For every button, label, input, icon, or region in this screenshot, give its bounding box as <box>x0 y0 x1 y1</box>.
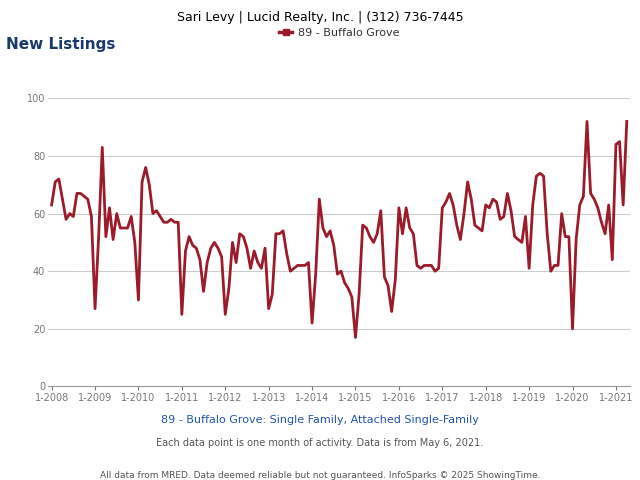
Text: All data from MRED. Data deemed reliable but not guaranteed. InfoSparks © 2025 S: All data from MRED. Data deemed reliable… <box>100 471 540 480</box>
Legend: 89 - Buffalo Grove: 89 - Buffalo Grove <box>275 24 404 42</box>
Text: Each data point is one month of activity. Data is from May 6, 2021.: Each data point is one month of activity… <box>156 438 484 448</box>
Text: 89 - Buffalo Grove: Single Family, Attached Single-Family: 89 - Buffalo Grove: Single Family, Attac… <box>161 415 479 425</box>
Text: Sari Levy | Lucid Realty, Inc. | (312) 736-7445: Sari Levy | Lucid Realty, Inc. | (312) 7… <box>177 11 463 24</box>
Text: New Listings: New Listings <box>6 37 116 52</box>
